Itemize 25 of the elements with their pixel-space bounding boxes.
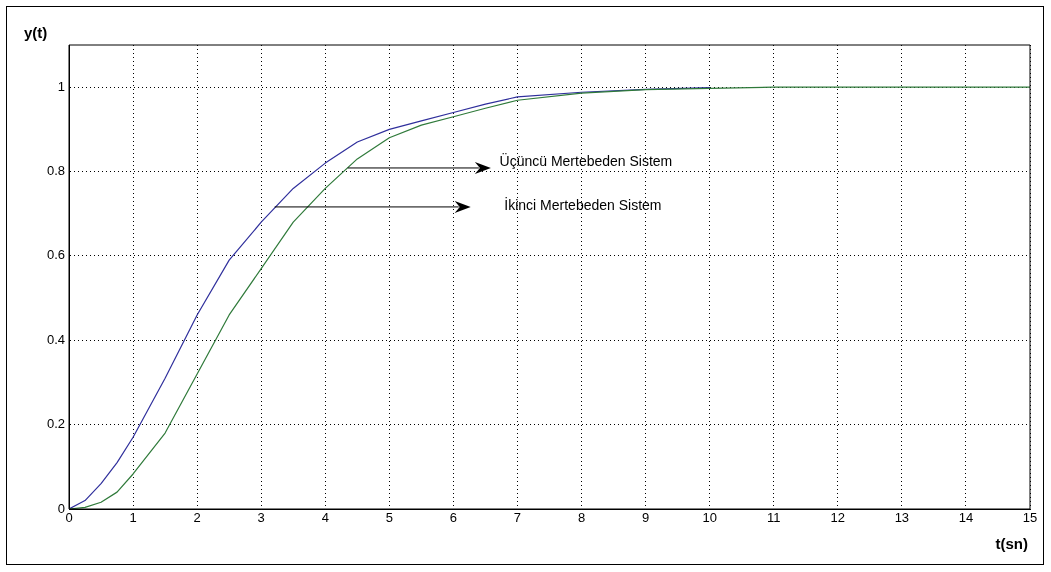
y-tick-label: 0.6 — [46, 247, 65, 263]
annotation: Üçüncü Mertebeden Sistem — [499, 151, 673, 169]
x-tick-label: 8 — [577, 510, 586, 526]
x-tick-label: 4 — [321, 510, 329, 526]
x-tick-label: 2 — [193, 510, 201, 526]
x-tick-label: 15 — [1022, 510, 1038, 526]
x-tick-label: 12 — [830, 510, 846, 526]
x-tick-label: 7 — [513, 510, 522, 526]
x-tick-label: 10 — [702, 510, 717, 526]
x-tick-label: 5 — [385, 510, 393, 526]
y-tick-label: 1 — [57, 78, 65, 94]
x-tick-label: 13 — [894, 510, 910, 526]
x-tick-label: 11 — [766, 510, 781, 526]
x-tick-label: 6 — [449, 510, 458, 526]
x-tick-label: 14 — [958, 510, 974, 526]
x-axis-title: t(sn) — [995, 534, 1028, 552]
y-axis-title: y(t) — [24, 23, 48, 41]
x-tick-label: 3 — [257, 510, 265, 526]
y-tick-label: 0.2 — [46, 416, 65, 432]
x-tick-label: 9 — [641, 510, 650, 526]
y-tick-label: 0.4 — [46, 331, 65, 347]
annotation: İkinci Mertebeden Sistem — [504, 196, 662, 214]
x-tick-label: 1 — [129, 510, 137, 526]
y-tick-label: 0 — [57, 500, 65, 516]
y-tick-label: 0.8 — [46, 163, 65, 179]
